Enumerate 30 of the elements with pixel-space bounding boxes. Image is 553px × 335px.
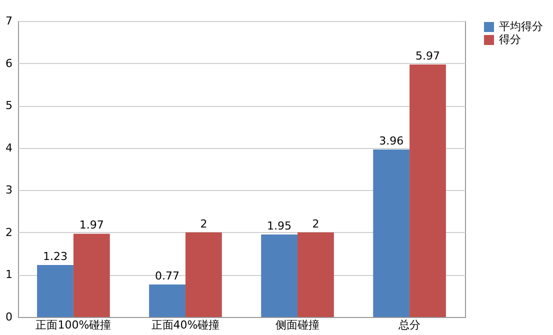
data-label: 0.77 — [155, 269, 180, 282]
y-tick-label: 4 — [6, 141, 12, 154]
data-label: 5.97 — [416, 50, 440, 63]
x-tick-label: 侧面碰撞 — [276, 318, 320, 332]
x-tick-label: 正面40%碰撞 — [151, 318, 220, 332]
legend-label: 得分 — [499, 33, 521, 46]
data-label: 2 — [312, 217, 320, 230]
bar — [37, 264, 74, 317]
bar — [298, 232, 334, 317]
bar — [410, 64, 446, 317]
bar — [73, 234, 110, 317]
x-tick-label: 正面100%碰撞 — [36, 318, 112, 332]
bar — [149, 284, 186, 317]
y-tick-label: 1 — [6, 268, 12, 282]
y-tick-label: 6 — [6, 56, 12, 70]
data-label: 3.96 — [379, 134, 404, 148]
data-label: 1.95 — [267, 220, 292, 233]
bar — [185, 232, 222, 317]
bar — [261, 234, 298, 317]
x-tick-label: 总分 — [398, 318, 421, 332]
y-tick-label: 7 — [6, 14, 12, 28]
data-label: 1.97 — [79, 218, 104, 232]
y-tick-label: 3 — [6, 184, 12, 197]
bar — [373, 150, 410, 317]
y-tick-label: 2 — [6, 226, 12, 239]
legend-label: 平均得分 — [499, 20, 543, 33]
y-tick-label: 5 — [6, 99, 12, 112]
data-label: 1.23 — [43, 250, 68, 263]
y-tick-label: 0 — [6, 310, 12, 324]
data-label: 2 — [200, 217, 208, 230]
